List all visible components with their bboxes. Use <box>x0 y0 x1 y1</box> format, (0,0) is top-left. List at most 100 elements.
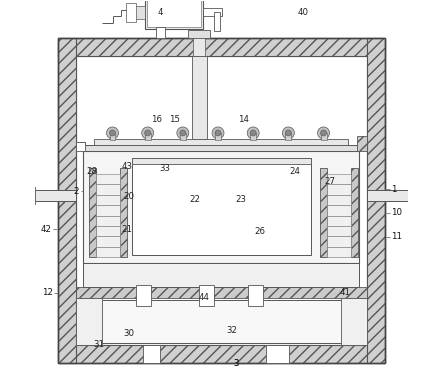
Bar <box>132 158 311 255</box>
Bar <box>58 345 385 363</box>
Bar <box>156 27 165 38</box>
Circle shape <box>215 130 221 136</box>
Text: 11: 11 <box>392 232 403 242</box>
Text: 31: 31 <box>93 340 105 349</box>
Bar <box>248 285 263 306</box>
Bar <box>96 247 120 257</box>
Bar <box>193 34 206 56</box>
Bar <box>327 237 351 247</box>
Bar <box>199 285 214 306</box>
Bar <box>327 174 351 184</box>
Bar <box>76 298 102 345</box>
Circle shape <box>145 130 151 136</box>
Circle shape <box>177 127 189 139</box>
Circle shape <box>282 127 294 139</box>
Bar <box>87 300 356 343</box>
Bar <box>30 187 35 204</box>
Bar <box>266 345 289 363</box>
Bar <box>327 205 351 216</box>
Circle shape <box>250 130 256 136</box>
Text: 3: 3 <box>233 359 238 368</box>
Bar <box>367 190 411 201</box>
Bar <box>147 0 201 27</box>
Bar <box>327 226 351 237</box>
Circle shape <box>142 127 154 139</box>
Bar <box>83 263 359 287</box>
Text: 2: 2 <box>73 187 79 196</box>
Bar <box>203 8 222 16</box>
Bar <box>96 184 120 195</box>
Bar <box>409 187 415 204</box>
Bar <box>327 195 351 205</box>
Bar <box>96 226 120 237</box>
Bar <box>120 168 127 257</box>
Text: 41: 41 <box>340 288 351 297</box>
Text: 14: 14 <box>237 115 249 124</box>
Bar <box>83 145 359 151</box>
Text: 26: 26 <box>254 227 265 236</box>
Bar <box>126 3 136 22</box>
Bar <box>96 237 120 247</box>
Text: 16: 16 <box>151 115 162 124</box>
Bar <box>192 56 206 138</box>
Bar <box>327 247 351 257</box>
Bar <box>250 133 256 140</box>
Bar <box>136 285 151 306</box>
Text: 15: 15 <box>169 115 180 124</box>
Bar <box>327 184 351 195</box>
Circle shape <box>106 127 118 139</box>
Text: 22: 22 <box>189 195 200 204</box>
Bar <box>341 298 367 345</box>
Text: 40: 40 <box>297 8 308 17</box>
Bar <box>132 158 311 164</box>
Text: 24: 24 <box>290 167 301 176</box>
Bar <box>358 136 367 151</box>
Bar <box>83 151 359 263</box>
Circle shape <box>285 130 291 136</box>
Bar <box>327 216 351 226</box>
Text: 23: 23 <box>235 195 246 204</box>
Bar <box>96 205 120 216</box>
Text: 12: 12 <box>42 288 53 297</box>
Text: 30: 30 <box>123 329 134 338</box>
Bar <box>58 38 76 363</box>
Text: 10: 10 <box>392 209 403 218</box>
Bar <box>143 345 160 363</box>
Bar <box>134 6 145 19</box>
Bar <box>145 0 203 29</box>
Text: 32: 32 <box>226 326 237 335</box>
Text: 27: 27 <box>324 177 335 186</box>
Bar <box>321 133 326 140</box>
Text: 43: 43 <box>122 162 133 171</box>
Bar <box>214 12 220 31</box>
Circle shape <box>180 130 186 136</box>
Circle shape <box>212 127 224 139</box>
Bar <box>89 168 96 257</box>
Bar <box>76 287 367 298</box>
Bar <box>96 174 120 184</box>
Bar <box>76 56 367 345</box>
Bar <box>351 168 358 257</box>
Text: 21: 21 <box>122 225 133 234</box>
Text: 4: 4 <box>158 8 163 17</box>
Circle shape <box>247 127 259 139</box>
Circle shape <box>321 130 326 136</box>
Bar <box>94 138 348 145</box>
Text: 1: 1 <box>392 185 397 194</box>
Bar <box>96 195 120 205</box>
Bar <box>215 133 221 140</box>
Bar <box>145 133 151 140</box>
Bar <box>367 38 385 363</box>
Circle shape <box>109 130 116 136</box>
Bar <box>320 168 327 257</box>
Bar <box>58 38 385 56</box>
Bar <box>285 133 291 140</box>
Text: 28: 28 <box>86 167 97 176</box>
Bar <box>76 141 85 151</box>
Text: 42: 42 <box>40 225 51 234</box>
Bar <box>188 30 210 38</box>
Text: 20: 20 <box>123 192 134 201</box>
Text: 44: 44 <box>198 293 210 302</box>
Bar <box>96 216 120 226</box>
Bar <box>180 133 186 140</box>
